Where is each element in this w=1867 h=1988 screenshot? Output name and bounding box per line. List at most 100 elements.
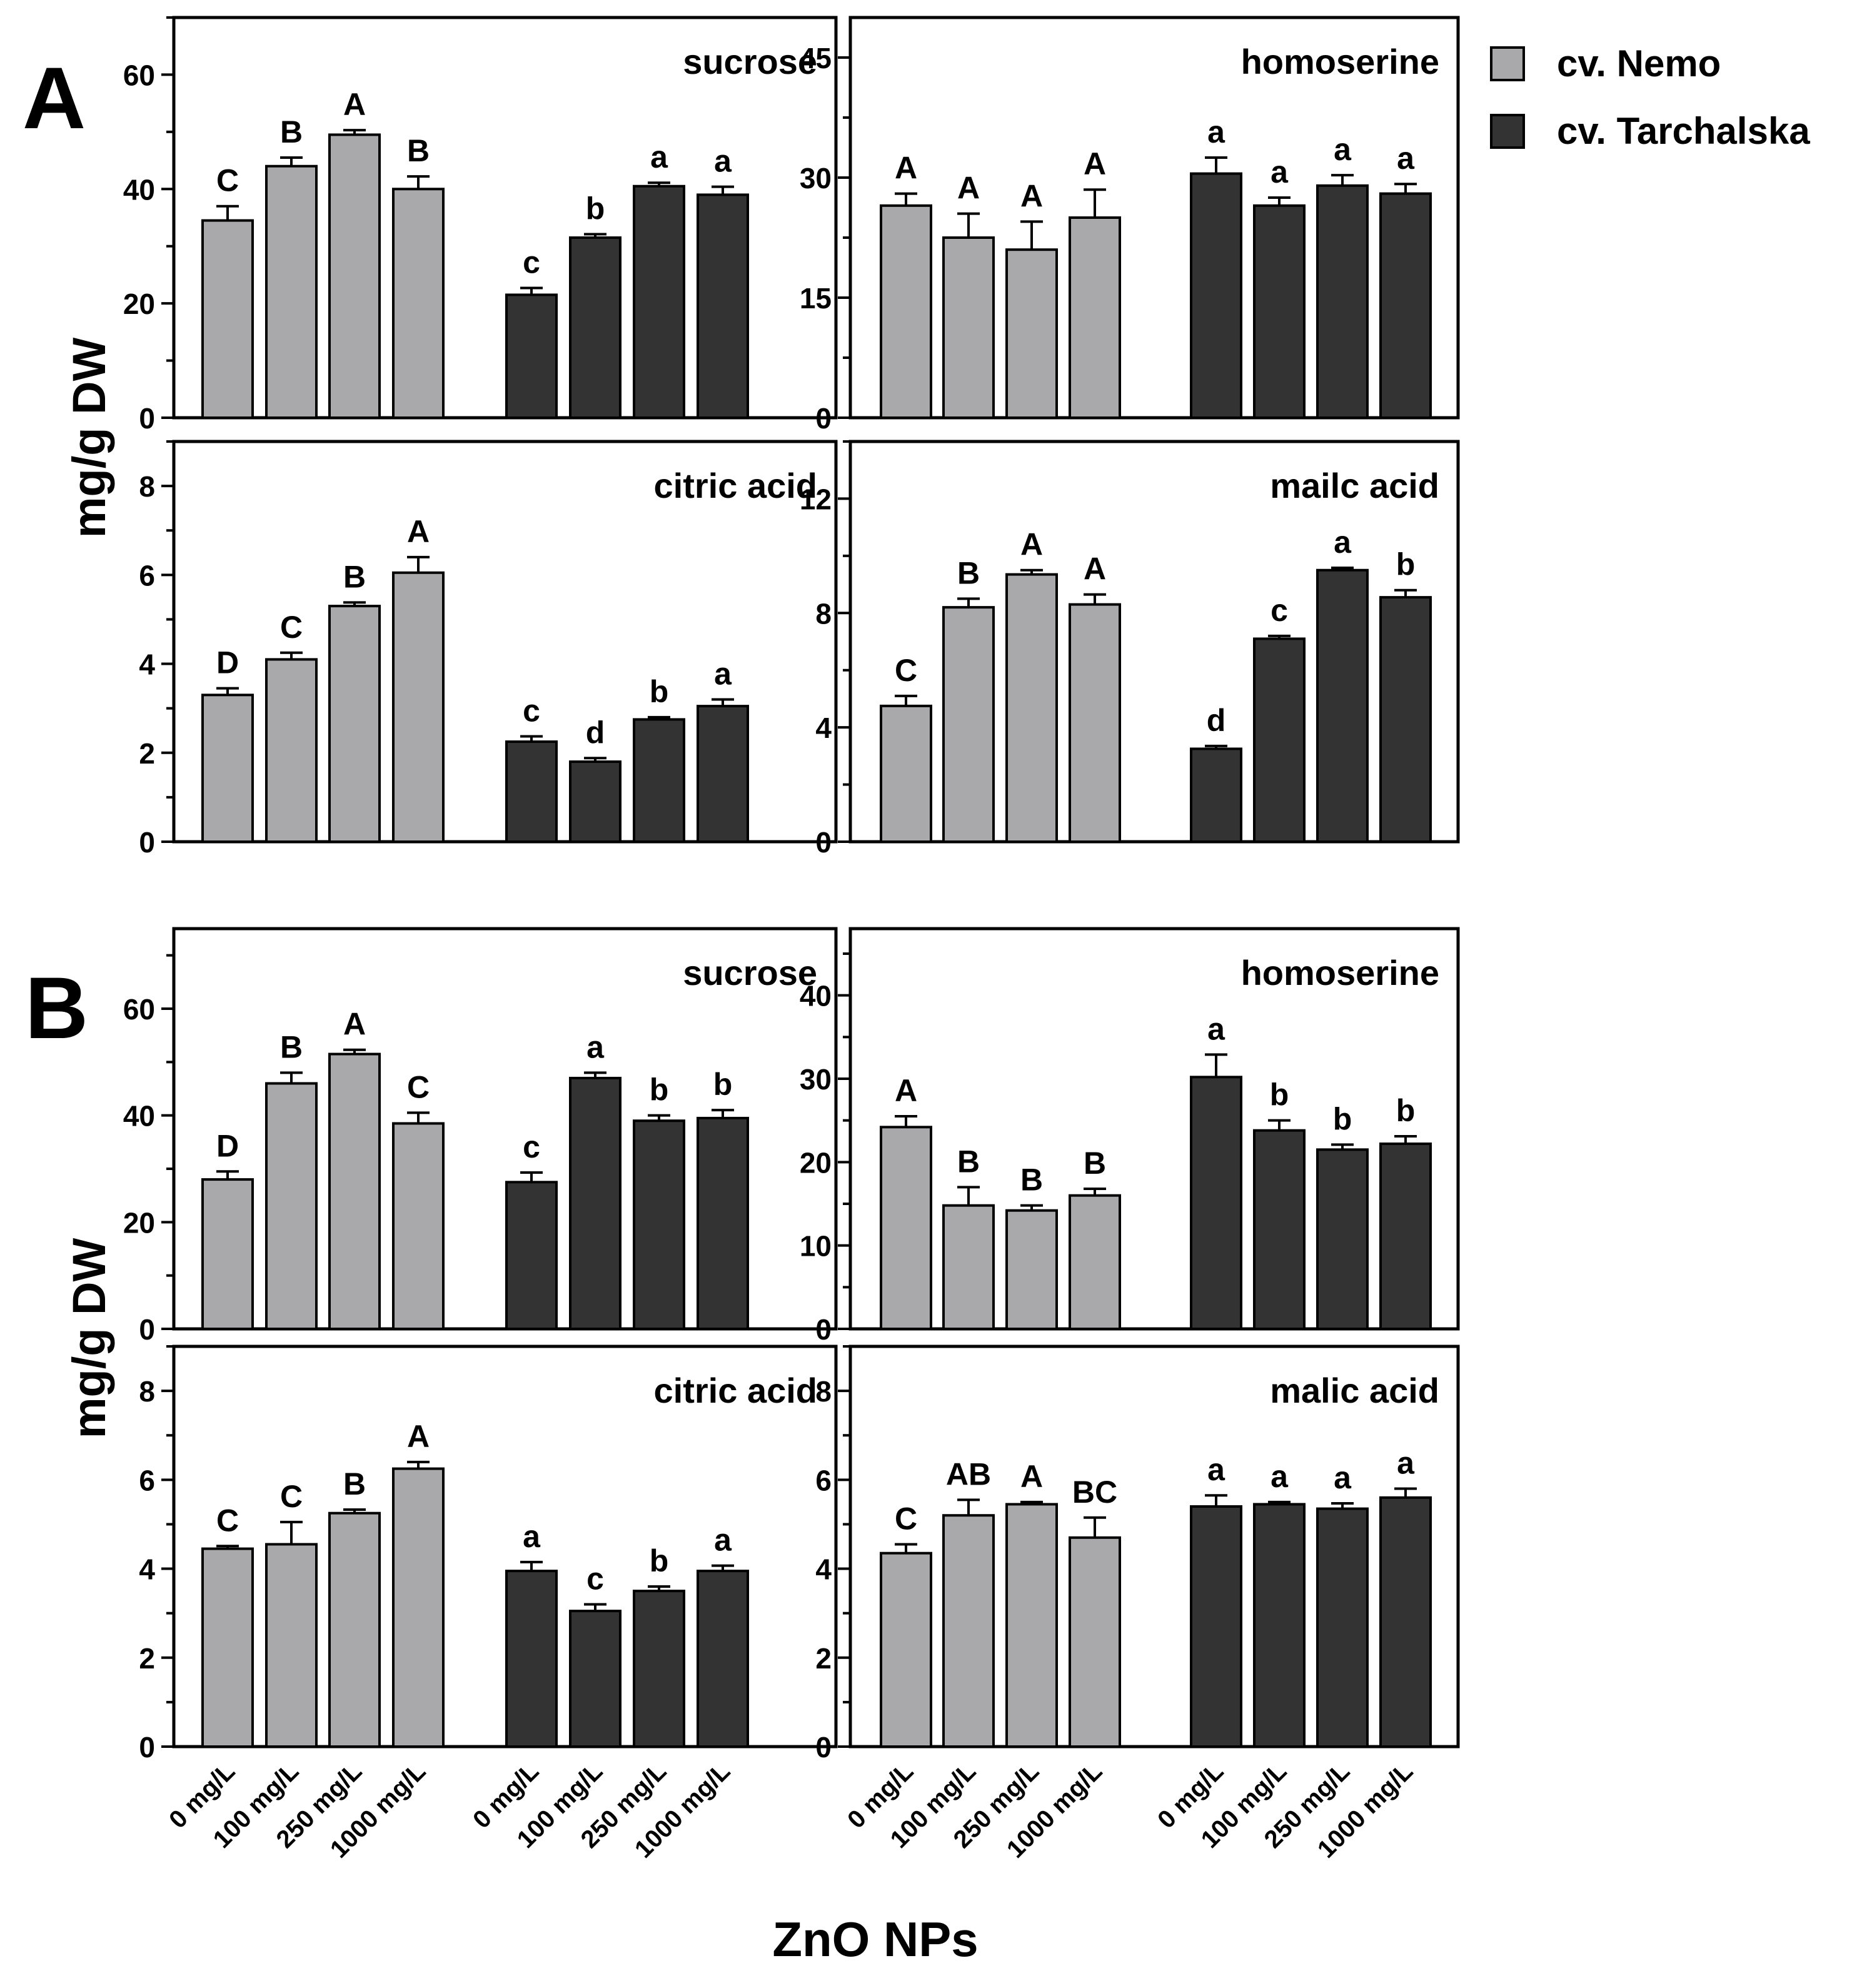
- bar: [633, 184, 685, 419]
- bar: [392, 571, 445, 843]
- significance-letter: a: [1207, 114, 1225, 149]
- legend-swatch-tarchalska: [1490, 114, 1525, 149]
- significance-letter: B: [1020, 1163, 1043, 1198]
- bar: [265, 1543, 318, 1748]
- bar: [505, 740, 558, 843]
- section-label-a: A: [23, 49, 86, 147]
- significance-letter: a: [523, 1519, 541, 1554]
- bar: [633, 1590, 685, 1748]
- significance-letter: D: [216, 1128, 239, 1163]
- bar: [265, 164, 318, 419]
- bar: [1253, 1129, 1306, 1330]
- bar: [880, 704, 932, 844]
- legend: cv. Nemo cv. Tarchalska: [1490, 43, 1810, 152]
- legend-label-tarchalska: cv. Tarchalska: [1557, 110, 1810, 152]
- panel-b-sucrose: sucrose 0 20 40 60 D B A Cc a b b: [123, 927, 838, 1346]
- significance-letter: B: [343, 1466, 366, 1501]
- bar: [697, 705, 749, 843]
- y-tick-label: 20: [123, 288, 155, 320]
- significance-letter: B: [343, 559, 366, 594]
- panel-a-citric-acid: citric acid 0 2 4 6 8 D C B Ac d b a: [139, 440, 838, 859]
- significance-letter: b: [1270, 1077, 1289, 1113]
- significance-letter: b: [1333, 1101, 1352, 1136]
- significance-letter: a: [586, 1029, 605, 1064]
- y-tick-label: 0: [815, 1313, 832, 1346]
- significance-letter: A: [1020, 178, 1043, 213]
- bar: [569, 236, 621, 419]
- significance-letter: c: [523, 245, 540, 280]
- significance-letter: b: [713, 1067, 733, 1102]
- y-tick-label: 15: [800, 282, 832, 315]
- y-tick-label: 0: [815, 826, 832, 859]
- bar: [1316, 184, 1369, 419]
- significance-letter: a: [1207, 1452, 1225, 1487]
- bar: [328, 1511, 381, 1748]
- significance-letter: B: [957, 555, 980, 590]
- y-tick-label: 6: [815, 1464, 832, 1496]
- panel-frame: [172, 927, 838, 1331]
- y-tick-label: 0: [139, 1731, 155, 1763]
- y-tick-label: 8: [815, 1375, 832, 1408]
- significance-letter: a: [714, 144, 732, 179]
- panel-a-mailc-acid: mailc acid 0 4 8 12 C B A Ad c a b: [800, 440, 1460, 859]
- bar: [1069, 1536, 1121, 1748]
- y-tick-label: 0: [139, 1313, 155, 1346]
- significance-letter: b: [1396, 547, 1416, 582]
- y-tick-label: 8: [139, 470, 155, 503]
- bar: [1190, 1505, 1242, 1748]
- panel-frame: [172, 440, 838, 844]
- significance-letter: A: [1084, 146, 1106, 181]
- y-tick-label: 2: [815, 1642, 832, 1675]
- y-tick-label: 4: [139, 648, 155, 681]
- significance-letter: b: [586, 191, 605, 226]
- bar: [880, 1552, 932, 1748]
- bar: [505, 1181, 558, 1331]
- significance-letter: A: [1084, 552, 1106, 587]
- bar: [1253, 637, 1306, 844]
- bar: [1253, 1503, 1306, 1748]
- bar: [1190, 1076, 1242, 1331]
- bar: [201, 1178, 254, 1330]
- bar: [1316, 1507, 1369, 1748]
- significance-letter: b: [650, 1543, 669, 1578]
- bar: [1005, 1503, 1058, 1748]
- significance-letter: C: [216, 1503, 239, 1538]
- bar: [201, 1547, 254, 1748]
- significance-letter: A: [895, 151, 917, 186]
- significance-letter: a: [1334, 1460, 1352, 1495]
- significance-letter: c: [523, 693, 540, 728]
- significance-letter: a: [1334, 132, 1352, 167]
- y-tick-label: 2: [139, 737, 155, 770]
- panel-b-malic-acid: malic acid 0 2 4 6 8 C AB A BC a a a a: [815, 1345, 1460, 1763]
- bar: [505, 1570, 558, 1748]
- bar: [1005, 1209, 1058, 1330]
- panel-title: sucrose: [683, 42, 817, 81]
- y-tick-label: 8: [815, 597, 832, 630]
- bar: [942, 1204, 995, 1330]
- significance-letter: a: [1397, 1446, 1415, 1481]
- bar: [1253, 204, 1306, 419]
- bar: [1379, 192, 1432, 419]
- bar: [1379, 596, 1432, 844]
- bar: [505, 293, 558, 419]
- bar: [633, 1119, 685, 1330]
- significance-letter: C: [407, 1069, 430, 1104]
- significance-letter: C: [280, 1479, 303, 1514]
- y-tick-label: 12: [800, 483, 832, 515]
- panel-frame: [172, 16, 838, 420]
- significance-letter: BC: [1072, 1475, 1117, 1510]
- x-axis-label: ZnO NPs: [772, 1912, 978, 1967]
- significance-letter: a: [714, 1523, 732, 1558]
- bar: [880, 1126, 932, 1331]
- significance-letter: a: [650, 139, 668, 174]
- significance-letter: C: [895, 653, 917, 688]
- bar: [697, 193, 749, 419]
- y-axis-label-a: mg/g DW: [63, 338, 115, 538]
- panel-title: citric acid: [654, 1371, 817, 1410]
- y-axis-label-b: mg/g DW: [63, 1238, 115, 1439]
- bar: [392, 1122, 445, 1330]
- y-tick-label: 40: [123, 173, 155, 206]
- bar: [697, 1116, 749, 1331]
- bar: [1069, 1194, 1121, 1330]
